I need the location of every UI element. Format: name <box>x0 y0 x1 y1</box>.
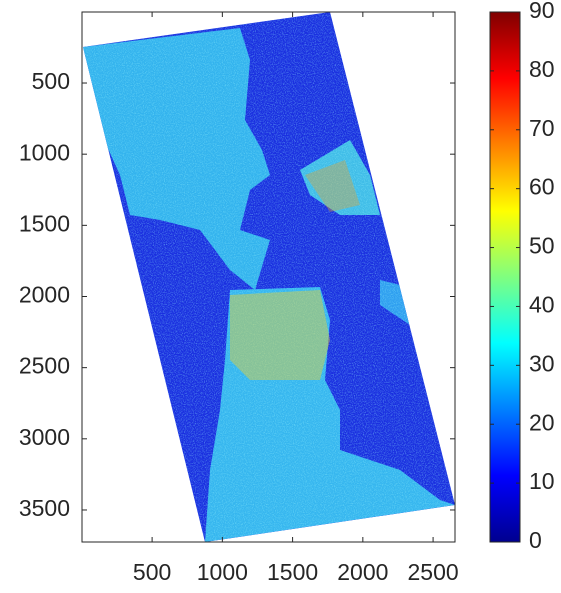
y-tick-label: 1000 <box>19 139 70 165</box>
x-tick-label: 2500 <box>407 559 458 585</box>
y-tick-label: 2500 <box>19 353 70 379</box>
colorbar-tick-label: 90 <box>529 0 555 23</box>
colorbar-tick-label: 10 <box>529 468 555 494</box>
colorbar-tick-label: 20 <box>529 409 555 435</box>
colorbar-tick-label: 0 <box>529 527 542 553</box>
colorbar-tick-label: 70 <box>529 115 555 141</box>
x-tick-label: 500 <box>133 559 171 585</box>
y-tick-label: 3000 <box>19 424 70 450</box>
urban <box>230 290 330 380</box>
colorbar-tick-label: 80 <box>529 56 555 82</box>
colorbar-box <box>489 11 521 543</box>
colorbar-tick-label: 50 <box>529 233 555 259</box>
y-tick-label: 500 <box>32 68 70 94</box>
x-tick-label: 2000 <box>337 559 388 585</box>
colorbar <box>490 12 520 542</box>
y-tick-label: 3500 <box>19 495 70 521</box>
axes-box <box>81 11 456 543</box>
colorbar-tick-label: 30 <box>529 350 555 376</box>
colorbar-tick-label: 60 <box>529 174 555 200</box>
urban <box>305 160 360 212</box>
speckle <box>83 12 455 542</box>
y-tick-label: 2000 <box>19 282 70 308</box>
y-tick-label: 1500 <box>19 210 70 236</box>
colorbar-tick-label: 40 <box>529 292 555 318</box>
x-tick-label: 1500 <box>267 559 318 585</box>
sar-image <box>83 12 455 542</box>
x-tick-label: 1000 <box>197 559 248 585</box>
